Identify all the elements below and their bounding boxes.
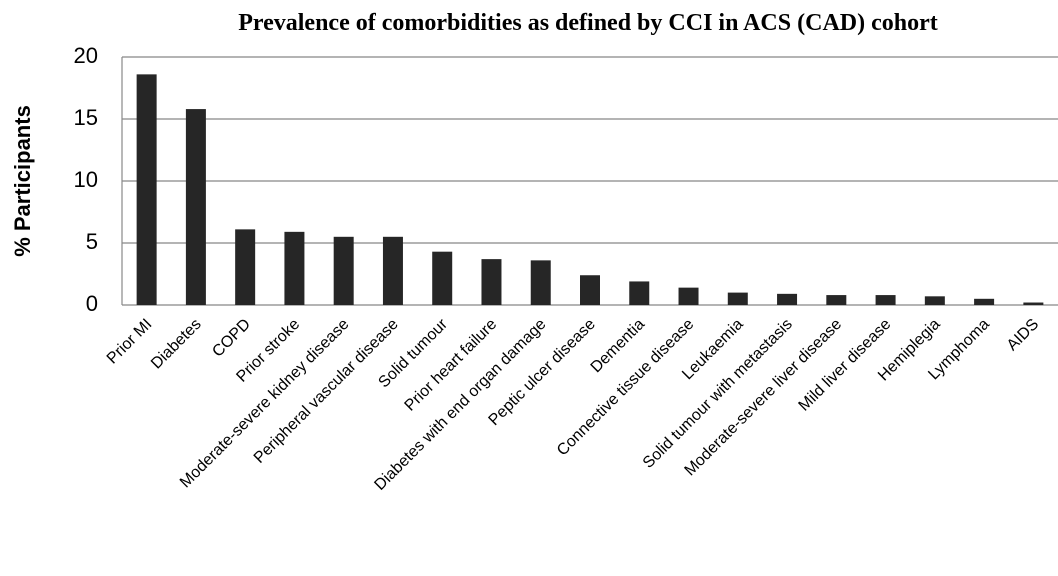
y-axis-label: % Participants <box>10 105 35 257</box>
bar <box>333 236 354 305</box>
bar <box>185 109 206 305</box>
y-tick-label: 15 <box>74 105 98 130</box>
bar <box>826 295 847 305</box>
bar <box>875 295 896 305</box>
bar <box>580 275 600 305</box>
x-tick-label: COPD <box>209 316 254 361</box>
bar <box>136 74 157 305</box>
chart-title: Prevalence of comorbidities as defined b… <box>238 10 938 36</box>
x-tick-label: Diabetes <box>148 316 205 373</box>
bar <box>1023 302 1044 305</box>
bar <box>974 298 995 305</box>
bar <box>284 231 305 305</box>
bar <box>924 296 945 305</box>
y-tick-label: 5 <box>86 229 98 254</box>
y-tick-label: 0 <box>86 291 98 316</box>
x-tick-label: Mild liver disease <box>796 316 895 415</box>
x-tick-label: AIDS <box>1004 316 1042 354</box>
x-tick-label: Prior heart failure <box>402 316 501 415</box>
bar <box>629 281 650 305</box>
bar <box>481 259 502 305</box>
bar <box>678 287 699 305</box>
y-tick-label: 10 <box>74 167 98 192</box>
y-tick-label: 20 <box>74 43 98 68</box>
bar <box>727 292 748 305</box>
bar <box>530 260 551 305</box>
bar <box>777 293 798 305</box>
bar <box>235 229 256 305</box>
bar <box>382 236 403 305</box>
bar <box>432 251 453 305</box>
